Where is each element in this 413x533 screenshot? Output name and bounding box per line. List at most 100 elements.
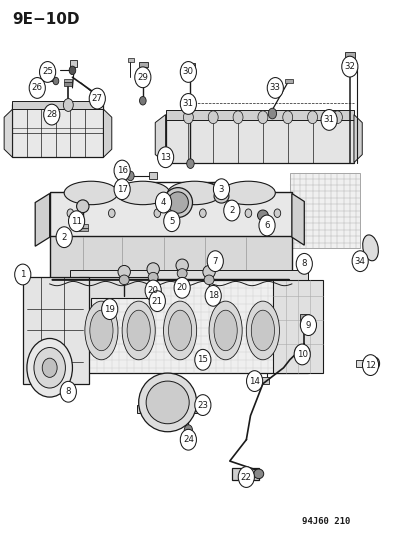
Text: 8: 8 xyxy=(65,387,71,396)
Circle shape xyxy=(114,160,130,181)
Circle shape xyxy=(149,291,165,311)
Circle shape xyxy=(257,111,267,124)
Circle shape xyxy=(320,110,336,131)
Bar xyxy=(231,468,258,480)
Bar xyxy=(138,62,147,67)
Ellipse shape xyxy=(148,272,158,282)
Circle shape xyxy=(139,96,146,105)
Circle shape xyxy=(126,171,134,181)
Bar xyxy=(149,172,157,179)
Circle shape xyxy=(351,251,368,272)
Circle shape xyxy=(134,67,150,88)
Text: 29: 29 xyxy=(137,73,148,82)
Circle shape xyxy=(180,94,196,115)
Circle shape xyxy=(155,192,171,213)
Text: 20: 20 xyxy=(176,284,187,292)
Ellipse shape xyxy=(168,310,191,351)
Circle shape xyxy=(67,209,74,217)
Text: 31: 31 xyxy=(183,100,193,108)
Circle shape xyxy=(89,88,105,109)
Text: 4: 4 xyxy=(160,198,166,207)
Circle shape xyxy=(223,200,240,221)
Circle shape xyxy=(63,99,73,111)
Text: 8: 8 xyxy=(301,260,306,268)
Circle shape xyxy=(194,350,210,370)
Bar xyxy=(78,228,88,231)
Circle shape xyxy=(213,179,229,199)
Bar xyxy=(289,173,359,248)
Bar xyxy=(69,60,77,67)
Polygon shape xyxy=(78,277,157,309)
Ellipse shape xyxy=(90,310,113,351)
Circle shape xyxy=(208,111,218,124)
Ellipse shape xyxy=(163,301,196,360)
Bar xyxy=(165,110,353,120)
Circle shape xyxy=(39,61,55,82)
Circle shape xyxy=(173,277,190,298)
Ellipse shape xyxy=(177,269,187,278)
Bar xyxy=(50,192,291,237)
Circle shape xyxy=(206,251,223,272)
Ellipse shape xyxy=(116,181,169,205)
Circle shape xyxy=(273,209,280,217)
Bar xyxy=(70,270,308,280)
Text: 13: 13 xyxy=(160,153,171,161)
Circle shape xyxy=(108,209,115,217)
Circle shape xyxy=(183,111,193,124)
Circle shape xyxy=(102,298,118,320)
Ellipse shape xyxy=(214,310,237,351)
Ellipse shape xyxy=(76,200,89,213)
Ellipse shape xyxy=(253,469,263,479)
Bar xyxy=(127,58,133,62)
Bar xyxy=(12,101,103,109)
Text: 34: 34 xyxy=(354,257,365,265)
Ellipse shape xyxy=(64,181,118,205)
Ellipse shape xyxy=(167,192,188,213)
Circle shape xyxy=(293,344,310,365)
Polygon shape xyxy=(155,115,165,163)
Polygon shape xyxy=(35,193,50,246)
Ellipse shape xyxy=(362,235,377,261)
Bar xyxy=(344,52,354,58)
Text: 11: 11 xyxy=(71,217,82,225)
Text: 2: 2 xyxy=(61,233,67,241)
Bar xyxy=(64,82,72,86)
Circle shape xyxy=(186,159,194,168)
Text: 24: 24 xyxy=(183,435,193,444)
Circle shape xyxy=(60,382,76,402)
Polygon shape xyxy=(4,109,12,157)
Circle shape xyxy=(244,209,251,217)
Circle shape xyxy=(154,209,160,217)
Circle shape xyxy=(205,286,221,306)
Bar xyxy=(70,280,308,373)
Circle shape xyxy=(194,394,210,416)
Ellipse shape xyxy=(221,181,275,205)
Bar xyxy=(355,360,366,367)
Bar xyxy=(273,280,322,373)
Text: 20: 20 xyxy=(147,286,158,295)
Circle shape xyxy=(69,211,84,231)
Ellipse shape xyxy=(127,310,150,351)
Circle shape xyxy=(44,104,59,125)
Ellipse shape xyxy=(118,265,130,278)
Text: 6: 6 xyxy=(263,221,269,230)
Circle shape xyxy=(369,357,379,370)
Text: 17: 17 xyxy=(116,185,127,193)
Circle shape xyxy=(69,66,76,75)
Text: 19: 19 xyxy=(104,305,115,313)
Ellipse shape xyxy=(85,301,118,360)
Text: 15: 15 xyxy=(197,356,208,364)
Text: 22: 22 xyxy=(240,473,251,481)
Text: 12: 12 xyxy=(364,361,375,369)
Bar xyxy=(252,377,268,384)
Bar xyxy=(50,236,291,280)
Text: 16: 16 xyxy=(116,166,127,175)
Circle shape xyxy=(53,77,59,85)
Ellipse shape xyxy=(147,263,159,276)
Polygon shape xyxy=(103,109,112,157)
Text: 30: 30 xyxy=(183,68,193,76)
Bar xyxy=(299,319,308,323)
Text: 26: 26 xyxy=(32,84,43,92)
Circle shape xyxy=(199,209,206,217)
Circle shape xyxy=(233,111,242,124)
